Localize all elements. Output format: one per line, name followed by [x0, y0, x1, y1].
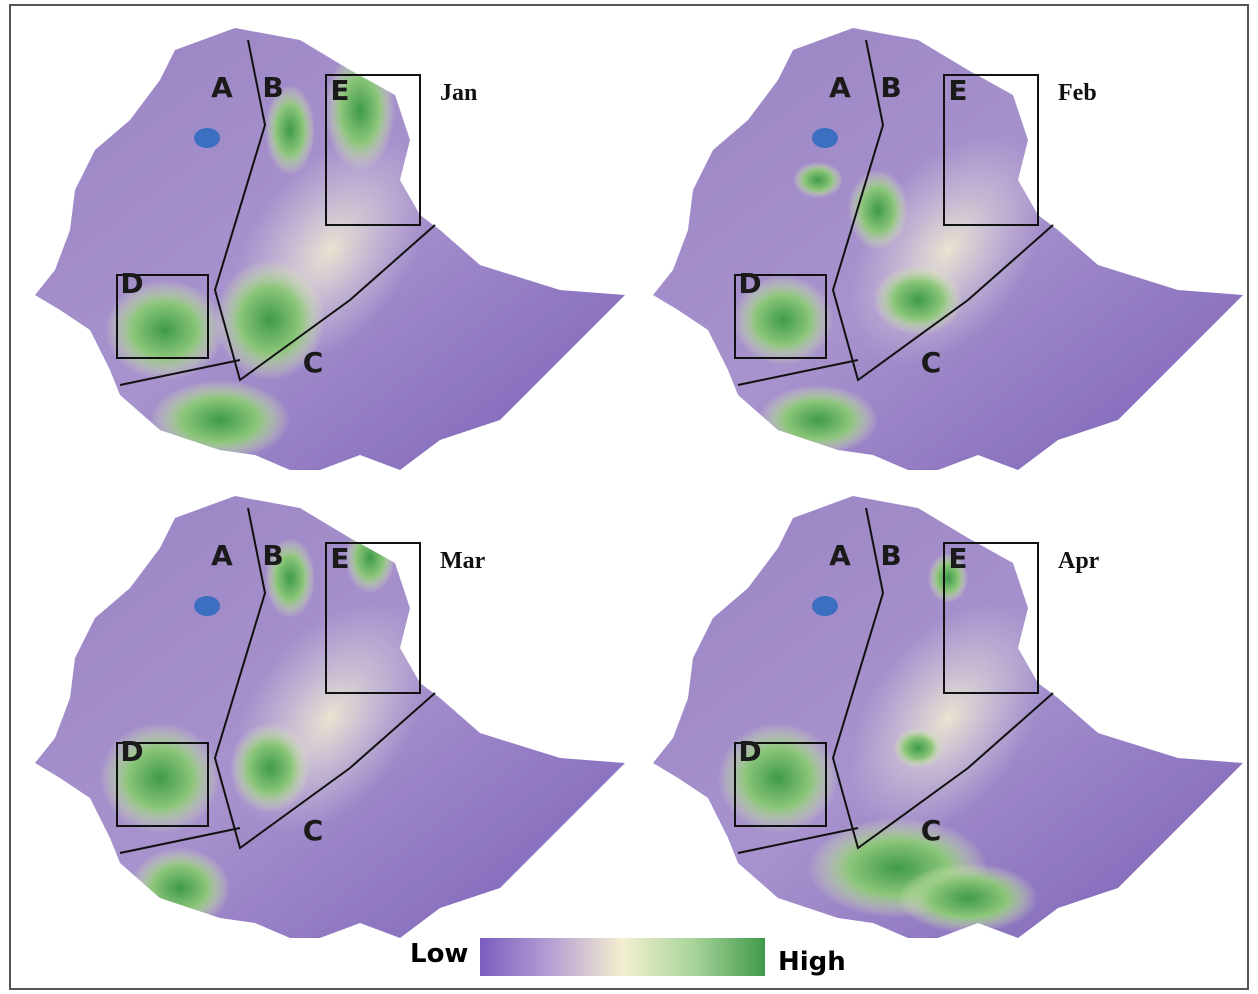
legend-low: Low [410, 939, 468, 969]
color-bar [480, 938, 765, 976]
green-area [793, 162, 843, 198]
month-label: Apr [1058, 548, 1100, 574]
region-label: D [120, 735, 143, 768]
region-label: A [829, 539, 851, 572]
region-label: E [948, 74, 967, 107]
green-area [873, 265, 963, 335]
lake [812, 596, 838, 616]
region-label: C [921, 814, 942, 847]
region-label: D [120, 267, 143, 300]
green-area [893, 728, 943, 768]
green-area [758, 385, 878, 455]
region-label: A [211, 71, 233, 104]
green-area [345, 523, 395, 593]
region-label: E [948, 542, 967, 575]
region-label: A [211, 539, 233, 572]
region-label: C [303, 814, 324, 847]
legend-high: High [778, 947, 846, 977]
green-area [898, 863, 1038, 933]
region-label: D [738, 267, 761, 300]
green-area [150, 380, 290, 460]
lake [194, 596, 220, 616]
region-label: C [921, 346, 942, 379]
green-area [325, 50, 395, 170]
green-area [130, 848, 230, 928]
region-label: D [738, 735, 761, 768]
region-label: C [303, 346, 324, 379]
figure: ABCDEJanABCDEFebABCDEMarABCDEApr Low Hig… [0, 0, 1258, 994]
region-label: B [262, 539, 283, 572]
region-label: B [262, 71, 283, 104]
region-label: B [880, 539, 901, 572]
green-area [230, 723, 310, 813]
region-label: E [330, 542, 349, 575]
lake [194, 128, 220, 148]
region-label: A [829, 71, 851, 104]
region-label: B [880, 71, 901, 104]
region-label: E [330, 74, 349, 107]
month-label: Jan [440, 80, 477, 106]
month-label: Feb [1058, 80, 1097, 106]
month-label: Mar [440, 548, 486, 574]
lake [812, 128, 838, 148]
